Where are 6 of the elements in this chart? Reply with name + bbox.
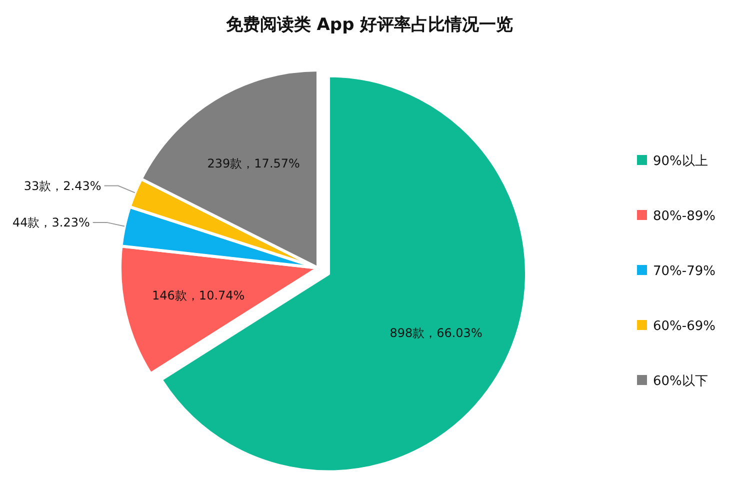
title: 免费阅读类 App 好评率占比情况一览 — [226, 15, 514, 35]
legend-label: 60%-69% — [653, 319, 716, 334]
legend-label: 70%-79% — [653, 264, 716, 279]
legend-label: 90%以上 — [653, 154, 708, 169]
legend-label: 60%以下 — [653, 374, 708, 389]
legend-label: 80%-89% — [653, 209, 716, 224]
